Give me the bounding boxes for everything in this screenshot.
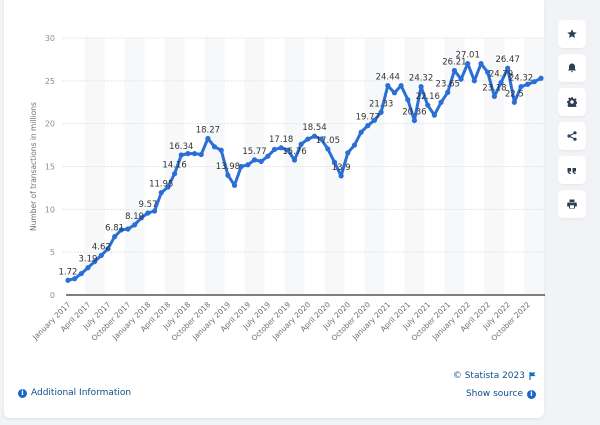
- svg-text:1.72: 1.72: [59, 267, 78, 277]
- svg-text:26.21: 26.21: [442, 57, 466, 67]
- svg-text:8.19: 8.19: [125, 212, 144, 222]
- svg-text:21.33: 21.33: [369, 99, 393, 109]
- svg-text:23.65: 23.65: [436, 79, 460, 89]
- star-icon: [567, 29, 577, 38]
- svg-text:26.47: 26.47: [496, 55, 520, 65]
- svg-text:24.44: 24.44: [376, 73, 400, 83]
- svg-text:0: 0: [50, 291, 55, 300]
- svg-text:13.98: 13.98: [216, 162, 240, 172]
- svg-text:27.01: 27.01: [456, 51, 480, 61]
- svg-text:6.81: 6.81: [105, 224, 124, 234]
- show-source-link[interactable]: Show source i: [466, 389, 536, 399]
- quote-icon: [567, 168, 576, 174]
- svg-text:15: 15: [45, 163, 55, 172]
- svg-text:20: 20: [45, 120, 55, 129]
- svg-text:25: 25: [45, 77, 55, 86]
- svg-text:24.32: 24.32: [409, 74, 433, 84]
- svg-text:10: 10: [45, 205, 55, 214]
- svg-text:30: 30: [45, 34, 55, 43]
- svg-text:13.9: 13.9: [332, 163, 351, 173]
- svg-text:3.19: 3.19: [79, 255, 98, 265]
- copyright-link[interactable]: © Statista 2023: [453, 371, 536, 381]
- svg-text:22.16: 22.16: [416, 92, 440, 102]
- share-button[interactable]: [558, 122, 586, 150]
- svg-text:4.62: 4.62: [92, 242, 111, 252]
- info-icon: i: [527, 389, 536, 399]
- svg-text:9.57: 9.57: [138, 200, 157, 210]
- svg-text:18.54: 18.54: [302, 123, 326, 133]
- svg-text:18.27: 18.27: [196, 125, 220, 135]
- svg-text:15.76: 15.76: [282, 147, 306, 157]
- favorite-button[interactable]: [558, 20, 586, 48]
- svg-text:Number of transactions in mill: Number of transactions in millions: [29, 102, 38, 231]
- additional-information-link[interactable]: i Additional Information: [18, 388, 131, 398]
- svg-text:16.34: 16.34: [169, 142, 193, 152]
- svg-text:11.95: 11.95: [149, 180, 173, 190]
- svg-text:20.36: 20.36: [402, 108, 426, 118]
- svg-text:23.18: 23.18: [482, 83, 506, 93]
- svg-text:14.16: 14.16: [162, 161, 186, 171]
- svg-text:17.18: 17.18: [269, 135, 293, 145]
- svg-text:15.77: 15.77: [242, 147, 266, 157]
- svg-text:22.5: 22.5: [505, 89, 524, 99]
- print-icon: [567, 199, 577, 209]
- info-icon: i: [18, 388, 27, 398]
- svg-text:19.77: 19.77: [356, 113, 380, 123]
- svg-text:24.79: 24.79: [489, 70, 513, 80]
- svg-text:17.05: 17.05: [316, 136, 340, 146]
- share-icon: [567, 131, 577, 141]
- settings-button[interactable]: [558, 88, 586, 116]
- svg-text:24.32: 24.32: [509, 74, 533, 84]
- flag-icon: [529, 372, 536, 380]
- svg-text:5: 5: [50, 248, 55, 257]
- print-button[interactable]: [558, 190, 586, 218]
- notification-button[interactable]: [558, 54, 586, 82]
- gear-icon: [567, 97, 577, 107]
- cite-button[interactable]: [558, 156, 586, 184]
- line-chart: 0 5 10 15 20 25 30 Number of transactions in mi…: [29, 34, 545, 343]
- bell-icon: [568, 63, 576, 73]
